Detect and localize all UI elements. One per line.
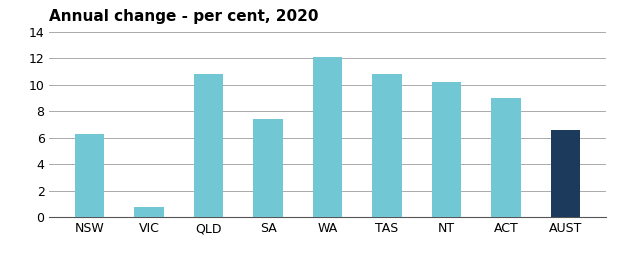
Bar — [75, 134, 104, 217]
Bar — [134, 207, 164, 217]
Bar — [313, 57, 342, 217]
Bar — [372, 74, 402, 217]
Bar — [193, 74, 224, 217]
Bar — [551, 130, 580, 217]
Bar — [491, 98, 521, 217]
Text: Annual change - per cent, 2020: Annual change - per cent, 2020 — [49, 9, 319, 24]
Bar — [253, 119, 283, 217]
Bar — [431, 82, 462, 217]
